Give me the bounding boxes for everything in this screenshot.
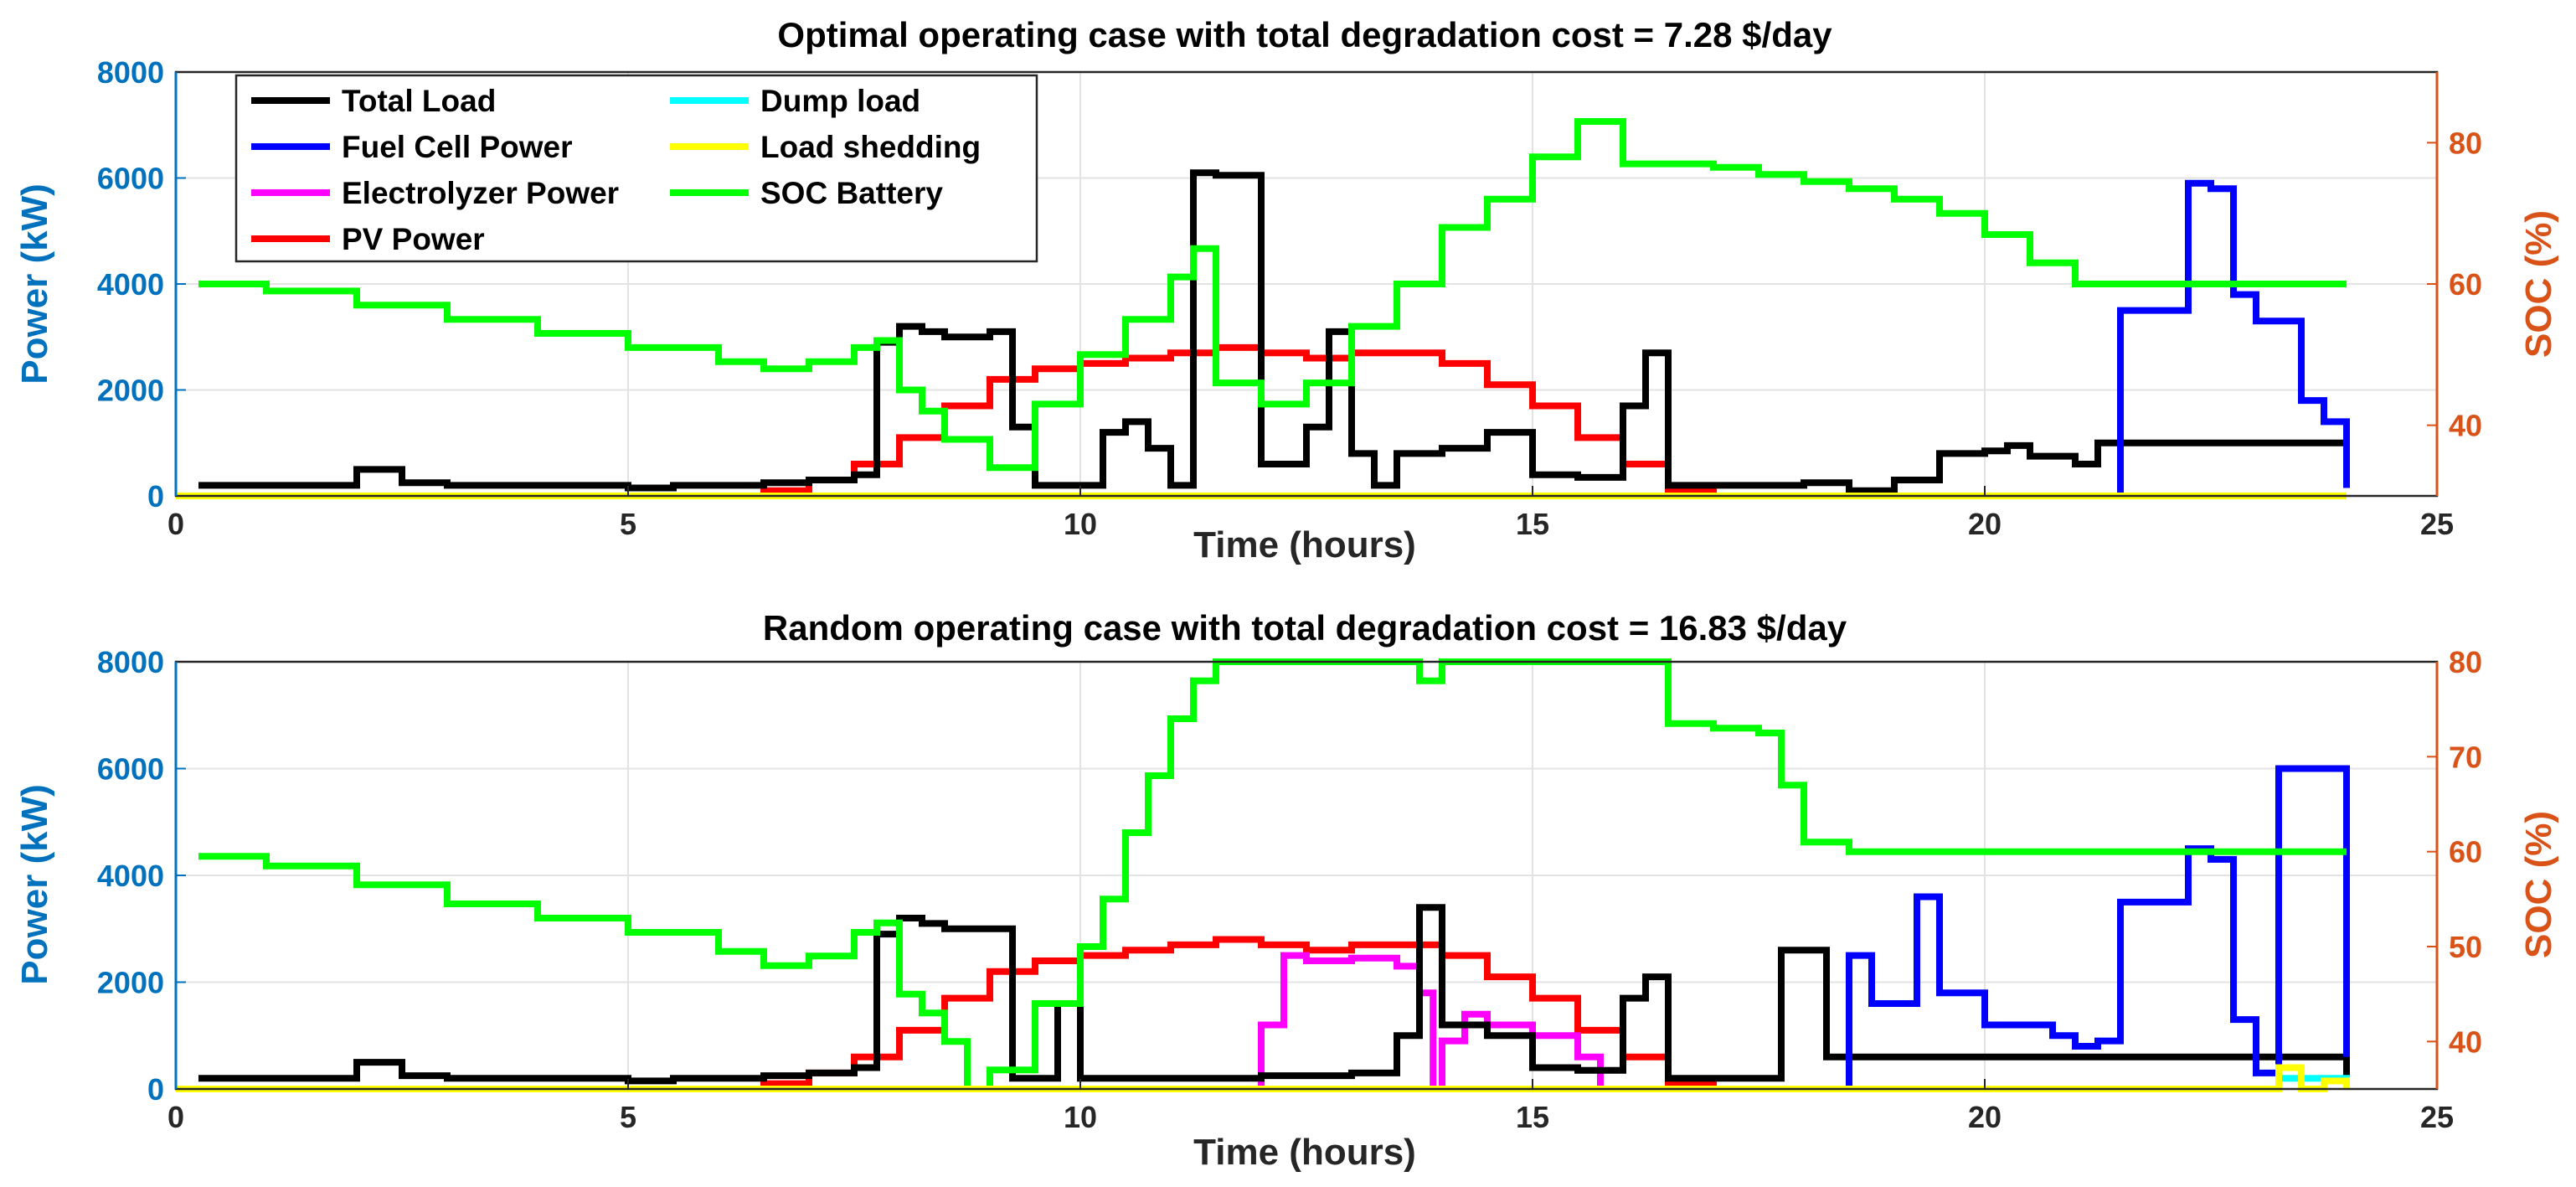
x-tick-label: 10	[1064, 1100, 1097, 1134]
chart-title: Optimal operating case with total degrad…	[777, 15, 1832, 54]
series-line-fuel-cell-power	[176, 179, 2350, 499]
grid	[175, 661, 2438, 1090]
y-tick-label-left: 6000	[97, 752, 164, 787]
series-line-soc-battery	[198, 658, 2347, 1092]
chart-title: Random operating case with total degrada…	[763, 608, 1847, 648]
y-tick-label-right: 70	[2449, 740, 2482, 774]
series-line-electrolyzer-power	[176, 952, 1604, 1092]
y-tick-label-left: 2000	[97, 966, 164, 1000]
series-line-soc-battery	[198, 118, 2347, 472]
series-line-fuel-cell-power	[176, 765, 2350, 1092]
y-tick-label-left: 0	[147, 1072, 164, 1107]
y-tick-label-right: 40	[2449, 409, 2482, 443]
y-tick-label-right: 60	[2449, 267, 2482, 302]
legend: Total Load Fuel Cell Power Electrolyzer Po…	[234, 74, 1038, 263]
x-tick-label: 5	[620, 507, 636, 541]
x-axis-label: Time (hours)	[1193, 1132, 1416, 1173]
x-tick-label: 15	[1516, 507, 1549, 541]
x-tick-label: 15	[1516, 1100, 1549, 1134]
y-tick-label-left: 4000	[97, 859, 164, 893]
legend-box	[234, 74, 1038, 263]
axes: 0 5 10 15 20 25 0 2000 4000 6000 8000 40 60 80	[97, 55, 2482, 541]
y-tick-label-right: 80	[2449, 126, 2482, 160]
series-group	[176, 658, 2350, 1092]
x-tick-label: 0	[167, 507, 184, 541]
x-tick-label: 25	[2420, 1100, 2454, 1134]
x-axis-label: Time (hours)	[1193, 524, 1416, 565]
y-tick-label-right: 60	[2449, 835, 2482, 870]
x-tick-label: 0	[167, 1100, 184, 1134]
y-tick-label-left: 4000	[97, 267, 164, 302]
x-tick-label: 25	[2420, 507, 2454, 541]
series-line-pv-power	[176, 936, 1717, 1092]
legend-label-dump-load: Dump load	[760, 84, 920, 118]
y-tick-label-left: 8000	[97, 645, 164, 679]
y-tick-label-right: 50	[2449, 930, 2482, 964]
y-tick-label-left: 0	[147, 479, 164, 514]
legend-label-electrolyzer-power: Electrolyzer Power	[342, 176, 619, 210]
axes: 0 5 10 15 20 25 0 2000 4000 6000 8000 40 50 60 70 80	[97, 645, 2482, 1134]
legend-label-load-shedding: Load shedding	[760, 130, 981, 164]
legend-label-pv-power: PV Power	[342, 222, 485, 256]
y-tick-label-left: 8000	[97, 55, 164, 90]
y-tick-label-left: 6000	[97, 162, 164, 196]
y-tick-label-left: 2000	[97, 374, 164, 408]
x-tick-label: 20	[1968, 507, 2002, 541]
y-axis-label-left: Power (kW)	[14, 784, 55, 985]
y-axis-label-left: Power (kW)	[14, 183, 55, 384]
x-tick-label: 10	[1064, 507, 1097, 541]
legend-label-soc-battery: SOC Battery	[760, 176, 943, 210]
y-tick-label-right: 40	[2449, 1024, 2482, 1059]
legend-label-fuel-cell-power: Fuel Cell Power	[342, 130, 573, 164]
random-case-panel: Random operating case with total degrada…	[14, 608, 2559, 1173]
x-tick-label: 5	[620, 1100, 636, 1134]
x-tick-label: 20	[1968, 1100, 2002, 1134]
y-tick-label-right: 80	[2449, 645, 2482, 679]
y-axis-label-right: SOC (%)	[2518, 811, 2559, 958]
optimal-case-panel: Optimal operating case with total degrad…	[14, 15, 2559, 565]
series-line-total-load	[198, 169, 2347, 494]
legend-label-total-load: Total Load	[342, 84, 496, 118]
y-axis-label-right: SOC (%)	[2518, 210, 2559, 358]
